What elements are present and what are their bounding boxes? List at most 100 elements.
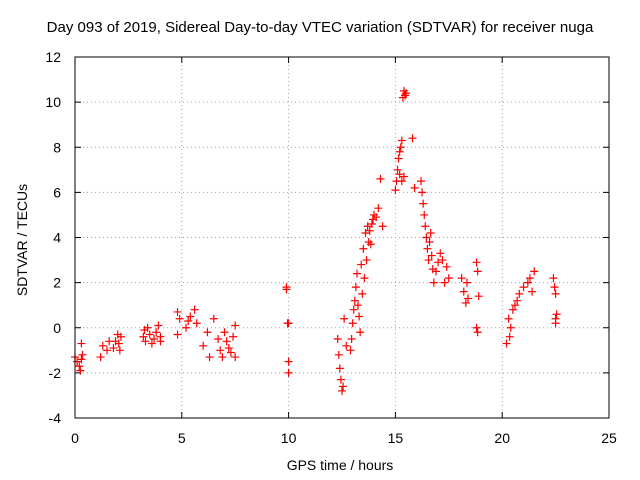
data-point <box>203 328 212 337</box>
data-point <box>98 341 107 350</box>
data-point <box>506 323 515 332</box>
grid-lines <box>75 57 609 418</box>
data-point <box>209 314 218 323</box>
data-point <box>464 294 473 303</box>
data-point <box>154 321 163 330</box>
data-point <box>214 335 223 344</box>
data-point <box>354 301 363 310</box>
plot-frame <box>74 56 610 419</box>
data-point <box>348 319 357 328</box>
data-point <box>173 307 182 316</box>
data-point <box>399 172 408 181</box>
data-point <box>420 210 429 219</box>
data-point <box>408 134 417 143</box>
data-point <box>114 339 123 348</box>
data-point <box>284 319 293 328</box>
data-point <box>216 346 225 355</box>
data-point <box>505 332 514 341</box>
data-point <box>363 222 372 231</box>
data-point <box>147 339 156 348</box>
data-point <box>75 362 84 371</box>
data-point <box>352 269 361 278</box>
data-point <box>434 258 443 267</box>
y-axis-label: SDTVAR / TECUs <box>14 183 30 297</box>
data-point <box>116 332 125 341</box>
data-point <box>417 177 426 186</box>
data-point <box>190 305 199 314</box>
data-point <box>349 305 358 314</box>
data-point <box>552 310 561 319</box>
data-point <box>231 353 240 362</box>
data-point <box>424 256 433 265</box>
data-point <box>461 298 470 307</box>
data-point <box>173 330 182 339</box>
y-tick-label: -4 <box>49 410 62 426</box>
data-point <box>139 332 148 341</box>
data-point <box>109 344 118 353</box>
data-point <box>442 262 451 271</box>
y-tick-label: 2 <box>53 275 61 291</box>
data-point <box>284 368 293 377</box>
data-point <box>423 244 432 253</box>
data-point <box>472 258 481 267</box>
data-point <box>472 323 481 332</box>
x-tick-label: 5 <box>178 430 186 446</box>
data-point <box>358 289 367 298</box>
data-point <box>511 301 520 310</box>
data-point <box>474 292 483 301</box>
data-point <box>367 219 376 228</box>
data-point <box>282 285 291 294</box>
data-point <box>549 274 558 283</box>
y-tick-label: 12 <box>45 49 61 65</box>
data-point <box>145 330 154 339</box>
chart-title: Day 093 of 2019, Sidereal Day-to-day VTE… <box>46 19 594 36</box>
data-point <box>222 337 231 346</box>
data-point <box>77 339 86 348</box>
data-point <box>462 278 471 287</box>
data-point <box>419 199 428 208</box>
y-tick-label: 6 <box>53 184 61 200</box>
data-points <box>71 86 561 395</box>
y-tick-label: -2 <box>49 365 62 381</box>
data-point <box>78 350 87 359</box>
data-point <box>421 222 430 231</box>
data-point <box>156 337 165 346</box>
data-point <box>519 283 528 292</box>
x-tick-label: 10 <box>281 430 297 446</box>
x-tick-label: 25 <box>601 430 617 446</box>
data-point <box>284 357 293 366</box>
data-point <box>186 312 195 321</box>
data-point <box>473 267 482 276</box>
data-point <box>342 341 351 350</box>
y-tick-label: 8 <box>53 139 61 155</box>
data-point <box>357 260 366 269</box>
y-tick-label: 4 <box>53 230 61 246</box>
data-point <box>103 346 112 355</box>
data-point <box>226 348 235 357</box>
data-point <box>459 287 468 296</box>
data-point <box>504 314 513 323</box>
data-point <box>366 240 375 249</box>
data-point <box>457 274 466 283</box>
data-point <box>76 366 85 375</box>
data-point <box>73 357 82 366</box>
data-point <box>551 319 560 328</box>
data-point <box>339 382 348 391</box>
data-point <box>397 177 406 186</box>
data-point <box>513 296 522 305</box>
data-point <box>396 143 405 152</box>
data-point <box>391 186 400 195</box>
data-point <box>346 346 355 355</box>
x-tick-label: 15 <box>388 430 404 446</box>
data-point <box>523 278 532 287</box>
data-point <box>427 251 436 260</box>
data-point <box>356 328 365 337</box>
data-point <box>429 278 438 287</box>
data-point <box>418 188 427 197</box>
data-point <box>530 267 539 276</box>
data-point <box>334 350 343 359</box>
data-point <box>395 170 404 179</box>
data-point <box>360 274 369 283</box>
data-point <box>431 267 440 276</box>
